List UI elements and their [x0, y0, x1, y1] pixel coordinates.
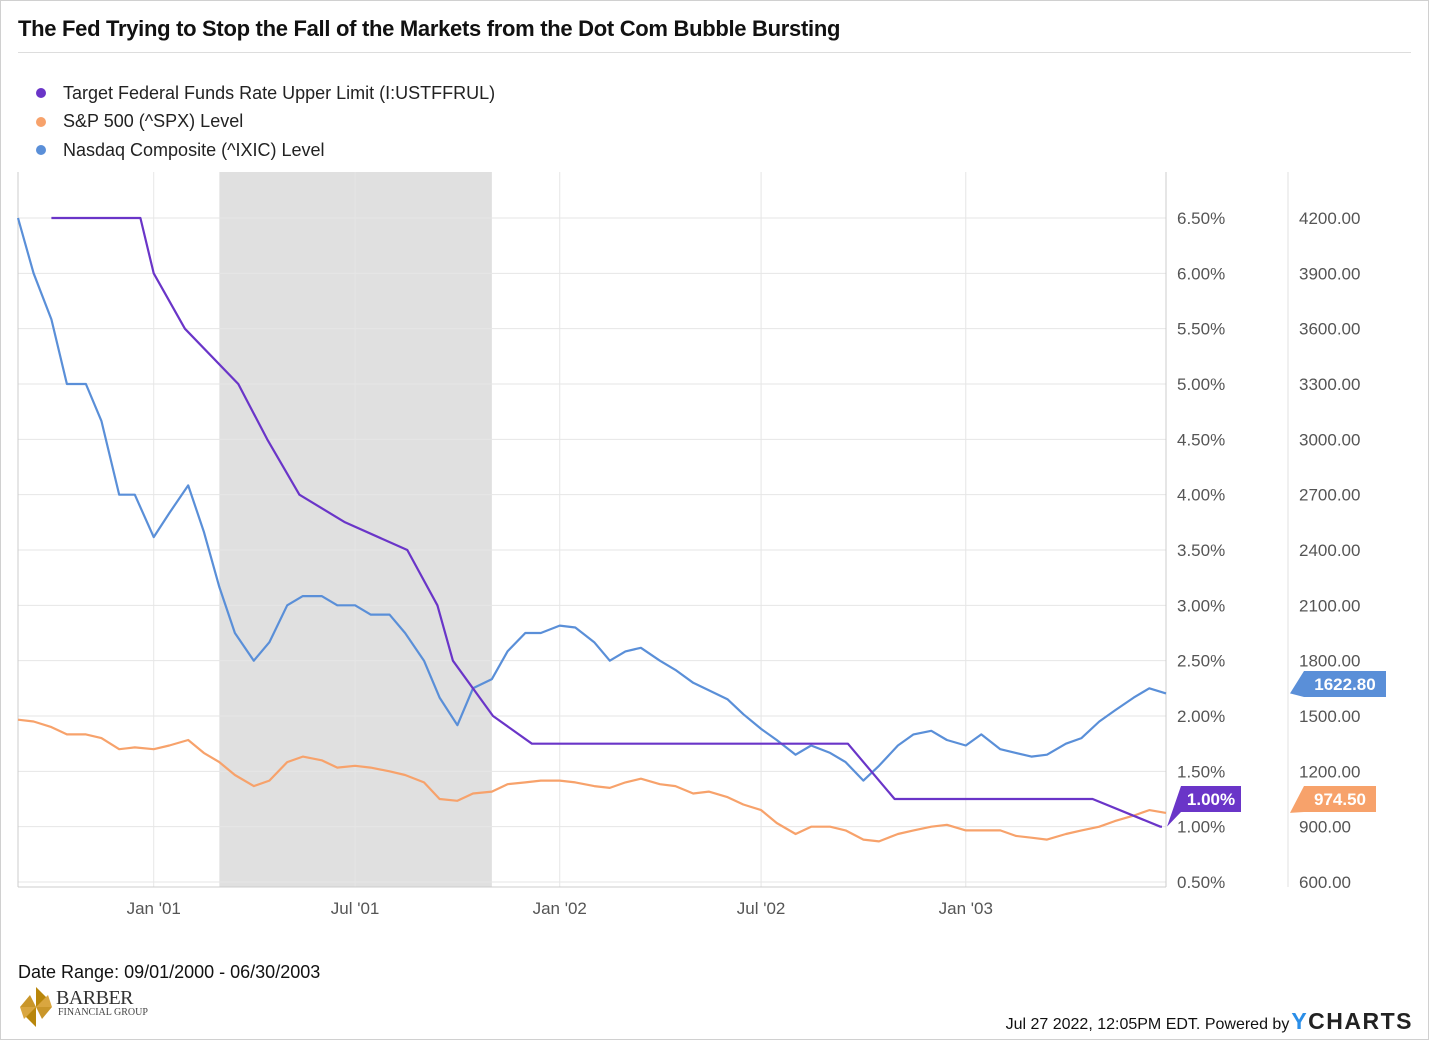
legend-dot-icon [36, 116, 46, 127]
y-left-tick-label: 1.50% [1177, 762, 1225, 781]
barber-logo: BARBER FINANCIAL GROUP [18, 985, 158, 1029]
x-tick-label: Jul '02 [737, 899, 786, 918]
y-left-tick-label: 4.50% [1177, 430, 1225, 449]
nasdaq-last-badge [1290, 671, 1386, 697]
y-left-tick-label: 2.50% [1177, 652, 1225, 671]
y-right-tick-label: 3300.00 [1299, 375, 1360, 394]
y-right-tick-label: 1800.00 [1299, 652, 1360, 671]
pinwheel-logo-icon [20, 987, 52, 1027]
y-left-tick-label: 6.00% [1177, 264, 1225, 283]
title-divider [18, 52, 1411, 53]
shaded-region [219, 172, 492, 887]
spx-last-badge [1290, 786, 1376, 813]
legend-label: Target Federal Funds Rate Upper Limit (I… [63, 82, 496, 103]
legend: Target Federal Funds Rate Upper Limit (I… [36, 79, 495, 165]
y-left-tick-label: 0.50% [1177, 873, 1225, 892]
legend-label: Nasdaq Composite (^IXIC) Level [63, 139, 325, 160]
timestamp: Jul 27 2022, 12:05PM EDT. Powered by [1005, 1016, 1290, 1033]
ycharts-text: CHARTS [1308, 1008, 1413, 1034]
y-left-tick-label: 5.00% [1177, 375, 1225, 394]
series-line-spx [17, 718, 1167, 843]
y-left-tick-label: 1.00% [1177, 818, 1225, 837]
chart-title: The Fed Trying to Stop the Fall of the M… [18, 16, 841, 41]
y-left-tick-label: 4.00% [1177, 486, 1225, 505]
y-left-tick-label: 5.50% [1177, 320, 1225, 339]
y-right-tick-label: 1500.00 [1299, 707, 1360, 726]
y-right-tick-label: 2700.00 [1299, 486, 1360, 505]
y-right-tick-label: 3600.00 [1299, 320, 1360, 339]
x-tick-label: Jan '01 [127, 899, 181, 918]
date-range: Date Range: 09/01/2000 - 06/30/2003 [18, 962, 321, 982]
legend-item-fed-funds[interactable]: Target Federal Funds Rate Upper Limit (I… [36, 79, 495, 108]
y-left-tick-label: 3.50% [1177, 541, 1225, 560]
legend-dot-icon [36, 145, 46, 156]
legend-item-spx[interactable]: S&P 500 (^SPX) Level [36, 108, 495, 137]
legend-dot-icon [36, 88, 46, 99]
nasdaq-last-badge-label: 1622.80 [1314, 675, 1375, 694]
y-left-tick-label: 3.00% [1177, 596, 1225, 615]
x-tick-label: Jan '03 [939, 899, 993, 918]
y-right-tick-label: 900.00 [1299, 818, 1351, 837]
series-line-fed-funds [51, 216, 1162, 828]
y-right-tick-label: 4200.00 [1299, 209, 1360, 228]
y-left-tick-label: 2.00% [1177, 707, 1225, 726]
y-right-tick-label: 1200.00 [1299, 762, 1360, 781]
y-right-tick-label: 3900.00 [1299, 264, 1360, 283]
logo-name: BARBER [56, 987, 134, 1009]
y-right-tick-label: 3000.00 [1299, 430, 1360, 449]
ycharts-logo[interactable]: YCHARTS [1291, 1008, 1413, 1035]
footer-credit: Jul 27 2022, 12:05PM EDT. Powered by YCH… [1006, 1008, 1413, 1035]
fed-funds-last-badge [1167, 786, 1241, 827]
fed-funds-last-badge-label: 1.00% [1187, 790, 1235, 809]
legend-item-nasdaq[interactable]: Nasdaq Composite (^IXIC) Level [36, 136, 495, 165]
x-tick-label: Jul '01 [331, 899, 380, 918]
logo-subtitle: FINANCIAL GROUP [58, 1007, 148, 1018]
series-line-nasdaq [16, 217, 1167, 782]
y-left-tick-label: 6.50% [1177, 209, 1225, 228]
y-right-tick-label: 2400.00 [1299, 541, 1360, 560]
y-right-tick-label: 600.00 [1299, 873, 1351, 892]
ycharts-y: Y [1291, 1008, 1309, 1034]
x-tick-label: Jan '02 [533, 899, 587, 918]
spx-last-badge-label: 974.50 [1314, 790, 1366, 809]
y-right-tick-label: 2100.00 [1299, 596, 1360, 615]
legend-label: S&P 500 (^SPX) Level [63, 111, 244, 132]
